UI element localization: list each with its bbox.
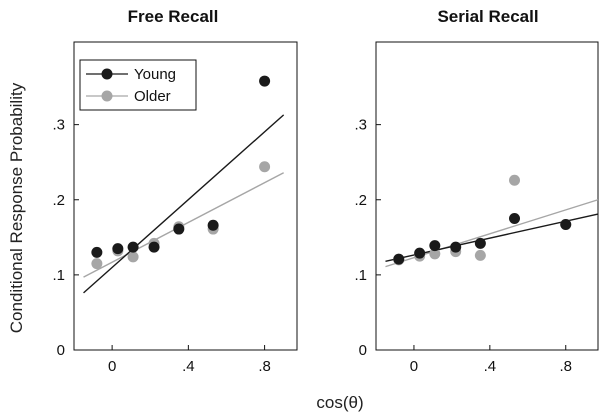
fit-line-group [83,114,285,294]
data-point-older [259,161,271,173]
legend: Young Older [79,59,197,111]
data-point-young [112,243,124,255]
y-tick-label: 0 [359,342,367,359]
tick-group: 0 .4 .8 0 .1 .2 .3 [354,117,572,375]
data-point-young [91,246,103,258]
legend-label-older: Older [134,88,171,105]
x-tick-label: 0 [108,358,116,375]
data-point-older [474,249,486,261]
data-point-young [474,237,486,249]
plot-area-frame [73,41,298,351]
x-tick-label: .4 [484,358,497,375]
y-tick-label: .3 [52,117,65,134]
serial-recall-panel: Serial Recall 0 .4 .8 0 .1 .2 .3 [354,7,599,375]
data-point-young [148,241,160,253]
y-tick-label: .1 [354,267,367,284]
panel-title: Serial Recall [437,7,538,26]
data-point-older [91,258,103,270]
legend-marker-young [101,68,113,80]
x-tick-label: .4 [182,358,195,375]
data-point-young [450,241,462,253]
data-point-young [509,213,521,225]
data-point-young [560,219,572,231]
data-point-older [127,251,139,263]
data-point-young [429,240,441,252]
data-point-young [414,247,426,259]
data-point-older [429,248,441,260]
data-point-group [393,174,572,266]
fit-line-young [83,114,285,294]
x-tick-label: .8 [559,358,572,375]
data-point-group [91,75,271,270]
y-tick-label: .2 [52,192,65,209]
x-axis-label: cos(θ) [316,393,363,412]
data-point-young [173,223,185,235]
data-point-young [259,75,271,87]
free-recall-panel: Free Recall 0 .4 .8 0 .1 .2 .3 Young Older [52,7,298,375]
y-tick-label: .1 [52,267,65,284]
legend-marker-older [101,90,113,102]
legend-box [79,59,197,111]
y-tick-label: 0 [57,342,65,359]
y-tick-label: .3 [354,117,367,134]
tick-group: 0 .4 .8 0 .1 .2 .3 [52,117,270,375]
data-point-young [127,241,139,253]
legend-label-young: Young [134,66,176,83]
data-point-young [207,219,219,231]
y-tick-label: .2 [354,192,367,209]
data-point-older [509,174,521,186]
data-point-young [393,253,405,265]
x-tick-label: 0 [410,358,418,375]
plot-area-frame [375,41,599,351]
panel-title: Free Recall [128,7,219,26]
y-axis-label: Conditional Response Probability [7,82,26,333]
x-tick-label: .8 [258,358,271,375]
